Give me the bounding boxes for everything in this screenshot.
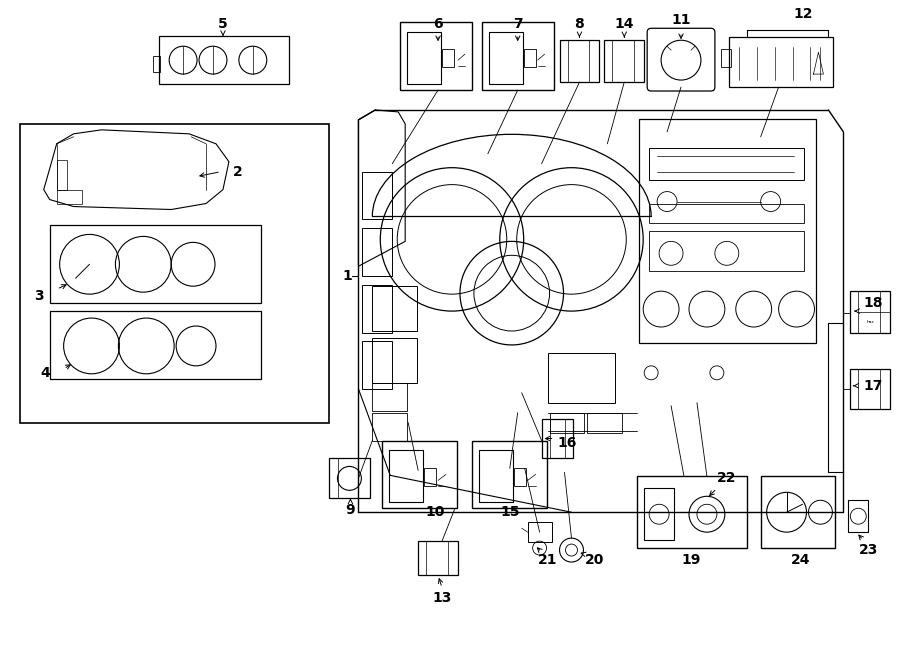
Bar <box>479 451 513 502</box>
Text: 7: 7 <box>513 17 523 31</box>
Bar <box>363 229 392 276</box>
Bar <box>644 488 674 540</box>
Bar <box>57 160 67 190</box>
Bar <box>407 32 441 84</box>
Bar <box>328 459 370 498</box>
Text: 11: 11 <box>671 13 691 27</box>
Text: 15: 15 <box>500 505 519 520</box>
Bar <box>20 124 328 422</box>
Text: 13: 13 <box>432 591 452 605</box>
Bar <box>588 412 622 432</box>
Bar <box>760 477 835 548</box>
Bar <box>424 469 436 486</box>
Text: 23: 23 <box>859 543 877 557</box>
Text: haz: haz <box>867 320 874 324</box>
Text: 9: 9 <box>346 503 356 518</box>
Text: 20: 20 <box>585 553 604 567</box>
Bar <box>514 469 526 486</box>
Bar <box>649 148 804 180</box>
Text: 12: 12 <box>794 7 814 21</box>
Bar <box>637 477 747 548</box>
Bar <box>382 440 457 508</box>
Bar <box>649 204 804 223</box>
Bar <box>418 541 458 575</box>
Bar <box>560 40 599 82</box>
Text: 16: 16 <box>557 436 577 449</box>
Text: 21: 21 <box>538 553 557 567</box>
Bar <box>482 22 554 90</box>
Bar <box>363 285 392 333</box>
Text: 17: 17 <box>863 379 883 393</box>
Bar <box>547 353 616 403</box>
Text: 1: 1 <box>343 269 353 283</box>
Bar <box>390 451 423 502</box>
Text: 10: 10 <box>426 505 445 520</box>
Bar <box>721 49 731 67</box>
Bar <box>373 383 407 410</box>
Bar <box>363 172 392 219</box>
Bar <box>373 338 417 383</box>
Bar <box>639 119 816 343</box>
Bar <box>489 32 523 84</box>
Bar <box>153 56 160 72</box>
Bar <box>850 291 890 333</box>
Bar <box>850 369 890 408</box>
Bar <box>50 225 261 303</box>
Text: 18: 18 <box>863 296 883 310</box>
Bar <box>550 412 584 432</box>
Text: 6: 6 <box>433 17 443 31</box>
Text: 3: 3 <box>34 289 44 303</box>
Bar <box>649 231 804 271</box>
Bar <box>373 412 407 440</box>
Bar <box>442 49 454 67</box>
Bar <box>50 311 261 379</box>
Bar <box>849 500 868 532</box>
Bar <box>527 522 552 542</box>
Text: 24: 24 <box>791 553 810 567</box>
Text: 8: 8 <box>574 17 584 31</box>
Text: 2: 2 <box>233 165 243 178</box>
Bar <box>363 341 392 389</box>
Bar <box>373 286 417 331</box>
Text: 4: 4 <box>40 366 50 380</box>
Bar <box>400 22 472 90</box>
Bar <box>604 40 644 82</box>
Text: 5: 5 <box>218 17 228 31</box>
Bar <box>729 37 833 87</box>
Bar <box>57 190 82 204</box>
Text: 14: 14 <box>615 17 634 31</box>
Bar <box>472 440 546 508</box>
Bar <box>542 418 573 459</box>
Text: 19: 19 <box>681 553 701 567</box>
Bar <box>524 49 536 67</box>
Text: 22: 22 <box>717 471 736 485</box>
Bar <box>159 36 289 84</box>
